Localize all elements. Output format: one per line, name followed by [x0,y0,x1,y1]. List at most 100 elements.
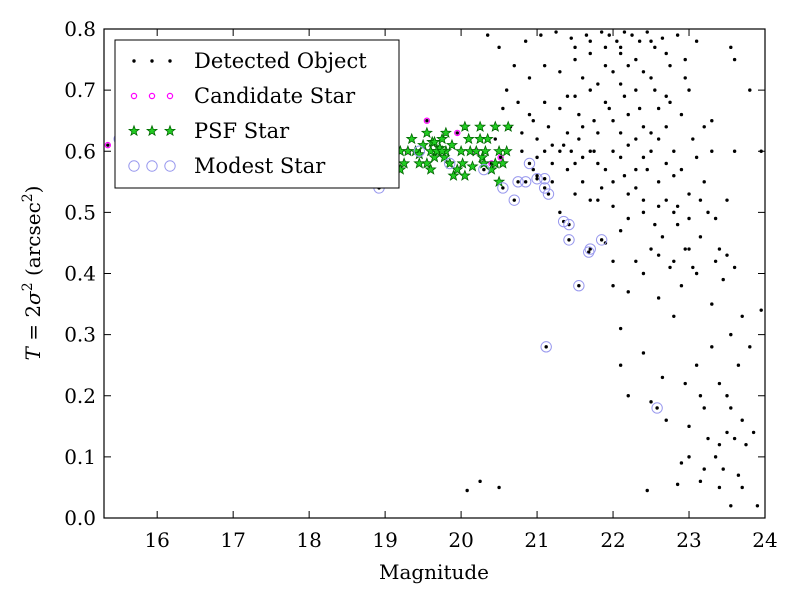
detected-object-point [611,259,615,263]
detected-object-point [622,174,627,178]
detected-object-point [588,149,592,153]
detected-object-point [729,406,733,410]
detected-object-point [702,467,706,471]
detected-object-point [596,161,600,166]
detected-object-point [729,504,733,508]
y-tick-label: 0.2 [64,384,96,408]
detected-object-point [748,88,752,92]
legend-marker-psf-star [127,124,141,137]
psf-star-point [436,132,449,145]
detected-object-point [653,45,657,50]
detected-object-point [588,198,592,202]
detected-object-point [577,284,581,288]
detected-object-point [649,39,653,43]
detected-object-point [759,308,763,312]
detected-object-point [664,125,668,129]
detected-object-point [736,473,741,477]
psf-star-point [420,126,433,139]
detected-object-point [713,259,718,263]
detected-object-point [655,406,659,410]
modest-star-point [519,176,532,188]
legend-marker-candidate-star [166,92,174,100]
detected-object-point [558,106,562,111]
detected-object-point [691,265,695,270]
detected-object-point [603,63,608,68]
detected-object-point [641,70,646,74]
legend-marker-detected-object [132,59,136,63]
detected-object-point [660,235,665,239]
modest-star-point [413,145,426,157]
psf-star-point [443,157,456,169]
detected-object-point [725,253,729,257]
detected-object-point [544,345,548,349]
detected-object-point [520,131,524,135]
detected-object-point [694,271,699,276]
y-tick-label: 0.1 [64,445,96,469]
detected-object-point [675,33,680,37]
legend-marker-psf-star [163,124,177,137]
detected-object-point [748,345,752,349]
detected-object-point [740,418,744,422]
psf-star-point [405,132,418,145]
detected-object-point [465,488,469,493]
detected-object-point [660,36,665,40]
psf-star-point [500,144,513,157]
y-axis-label: T = 2σ2 (arcsec2) [20,185,45,360]
detected-object-point [717,381,722,386]
detected-object-point [580,155,585,160]
psf-star-point [481,132,494,145]
detected-object-point [603,100,608,105]
modest-star-point [583,246,595,258]
psf-star-point [413,157,426,169]
legend-markers [127,59,177,172]
x-axis-label: Magnitude [379,560,489,584]
detected-object-point [498,155,503,160]
detected-object-point [683,76,687,80]
detected-object-point [641,155,646,160]
detected-object-point [740,314,744,318]
detected-object-point [618,51,623,56]
detected-object-point [565,131,570,135]
detected-object-point [626,394,630,398]
detected-object-point [672,314,676,318]
detected-object-point [645,488,649,493]
x-tick-label: 16 [144,528,169,552]
detected-object-point [675,482,680,487]
detected-object-point [656,137,661,141]
detected-object-point [679,461,684,465]
detected-object-point [672,174,676,178]
legend-marker-modest-star [164,160,176,172]
detected-object-point [618,155,623,160]
detected-object-point [713,455,718,459]
detected-object-point [622,94,627,98]
detected-object-point [702,180,706,184]
detected-object-point [577,137,581,141]
detected-object-point [668,63,672,68]
x-tick-label: 23 [676,528,701,552]
psf-star-point [458,120,471,132]
detected-object-point [721,277,725,282]
detected-object-point [656,253,661,257]
detected-object-point [478,479,482,484]
detected-object-point [687,247,691,251]
modest-star-point [563,218,575,231]
detected-object-point [558,210,562,215]
x-tick-label: 22 [600,528,625,552]
detected-object-point [592,118,596,123]
detected-object-point [542,149,547,153]
detected-object-point [641,125,646,129]
detected-object-point [626,216,630,221]
detected-object-point [588,39,592,43]
modest-star-point [531,173,543,185]
detected-object-point [649,76,653,80]
detected-object-point [599,238,604,242]
detected-object-point [626,192,630,196]
detected-object-point [706,436,710,441]
detected-object-point [687,424,691,429]
detected-object-point [535,177,539,181]
detected-object-point [679,167,684,172]
detected-object-point [455,131,459,135]
modest-star-point [538,182,551,194]
detected-object-point [618,131,623,135]
detected-object-point [698,235,703,239]
